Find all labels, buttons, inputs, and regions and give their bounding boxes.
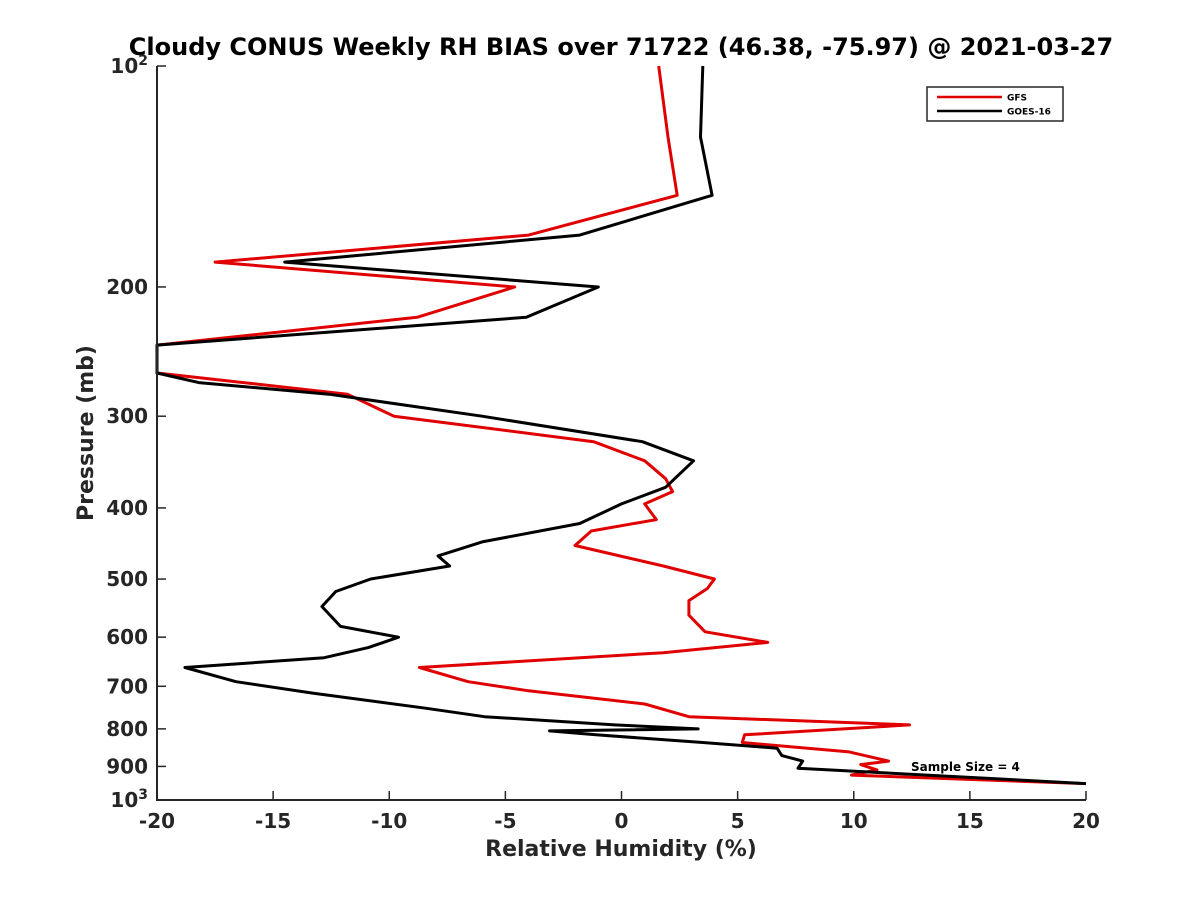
legend-box — [926, 86, 1064, 122]
x-axis-label: Relative Humidity (%) — [485, 837, 757, 862]
x-tick-label: 5 — [731, 809, 745, 833]
y-tick-label: 500 — [106, 567, 148, 591]
series-line-gfs — [155, 65, 1087, 786]
x-tick-label: -20 — [139, 809, 175, 833]
y-tick-label: 103 — [110, 787, 148, 812]
y-tick-label: 700 — [106, 674, 148, 698]
x-ticks: -20 -15 -10 -5 0 5 10 15 20 — [139, 791, 1100, 833]
sample-size-annotation: Sample Size = 4 — [911, 760, 1020, 774]
y-ticks: 102 200 300 400 500 600 700 800 900 103 — [106, 53, 166, 812]
y-tick-label: 400 — [106, 496, 148, 520]
y-axis-label: Pressure (mb) — [74, 345, 99, 521]
legend: GFS GOES-16 — [926, 86, 1064, 122]
y-tick-label: 300 — [106, 404, 148, 428]
legend-label-goes16: GOES-16 — [1007, 108, 1051, 118]
y-tick-label: 600 — [106, 625, 148, 649]
chart-title: Cloudy CONUS Weekly RH BIAS over 71722 (… — [129, 33, 1113, 61]
series-line-goes16 — [155, 65, 1087, 786]
x-tick-label: -5 — [494, 809, 516, 833]
x-tick-label: 10 — [840, 809, 868, 833]
x-tick-label: 15 — [956, 809, 984, 833]
y-tick-label: 200 — [106, 275, 148, 299]
legend-label-gfs: GFS — [1007, 94, 1027, 104]
x-tick-label: -15 — [255, 809, 291, 833]
y-tick-label: 900 — [106, 754, 148, 778]
y-tick-label: 102 — [110, 53, 148, 78]
x-tick-label: 20 — [1072, 809, 1100, 833]
x-tick-label: 0 — [615, 809, 629, 833]
x-tick-label: -10 — [371, 809, 407, 833]
series-layer — [155, 65, 1087, 786]
y-tick-label: 800 — [106, 717, 148, 741]
